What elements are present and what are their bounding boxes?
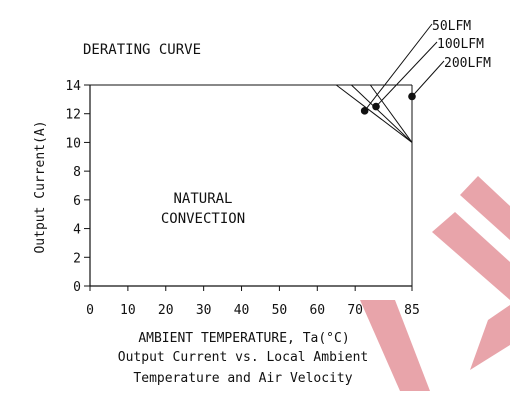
y-tick-label: 8 xyxy=(73,165,81,180)
watermark-stripe xyxy=(432,212,510,300)
x-tick-label: 50 xyxy=(272,303,288,318)
x-axis-label: AMBIENT TEMPERATURE, Ta(°C) xyxy=(138,331,349,346)
y-tick-label: 10 xyxy=(65,136,81,151)
axes xyxy=(89,84,413,287)
region-label-line2: CONVECTION xyxy=(161,211,245,227)
caption-line1: Output Current vs. Local Ambient xyxy=(118,350,368,365)
legend-label-100lfm: 100LFM xyxy=(437,37,484,52)
legend-label-50lfm: 50LFM xyxy=(432,19,471,34)
chart-title: DERATING CURVE xyxy=(83,42,201,58)
x-tick-label: 85 xyxy=(404,303,420,318)
y-tick-label: 12 xyxy=(65,108,81,123)
y-tick-label: 6 xyxy=(73,194,81,209)
series-line-200lfm xyxy=(369,84,413,143)
x-tick-label: 30 xyxy=(196,303,212,318)
x-tick-label: 10 xyxy=(120,303,136,318)
legend-leader-200lfm xyxy=(411,60,445,97)
y-tick-label: 14 xyxy=(65,79,81,94)
x-tick-label: 60 xyxy=(309,303,325,318)
y-tick-label: 0 xyxy=(73,280,81,295)
region-label-line1: NATURAL xyxy=(173,191,232,207)
y-tick-label: 4 xyxy=(73,223,81,238)
series-line-100lfm xyxy=(351,84,413,143)
watermark-stripe xyxy=(360,300,430,391)
series-line-50lfm xyxy=(335,84,413,143)
caption-line2: Temperature and Air Velocity xyxy=(133,371,352,386)
legend-leader-50lfm xyxy=(364,23,433,112)
watermark-stripe xyxy=(460,176,510,240)
series-lines xyxy=(335,84,413,143)
y-axis-label: Output Current(A) xyxy=(33,120,48,253)
series-markers xyxy=(360,92,416,115)
legend-label-200lfm: 200LFM xyxy=(444,56,491,71)
x-tick-label: 0 xyxy=(86,303,94,318)
watermark-stripe xyxy=(470,305,510,370)
watermark xyxy=(360,176,510,391)
x-tick-label: 40 xyxy=(234,303,250,318)
x-tick-label: 70 xyxy=(347,303,363,318)
legend: 50LFM 100LFM 200LFM xyxy=(364,19,491,112)
legend-leader-100lfm xyxy=(375,41,438,107)
y-tick-label: 2 xyxy=(73,251,81,266)
x-tick-label: 20 xyxy=(158,303,174,318)
ticks: 0 2 4 6 8 10 12 14 0 10 20 30 40 50 60 70 85 xyxy=(65,79,419,318)
